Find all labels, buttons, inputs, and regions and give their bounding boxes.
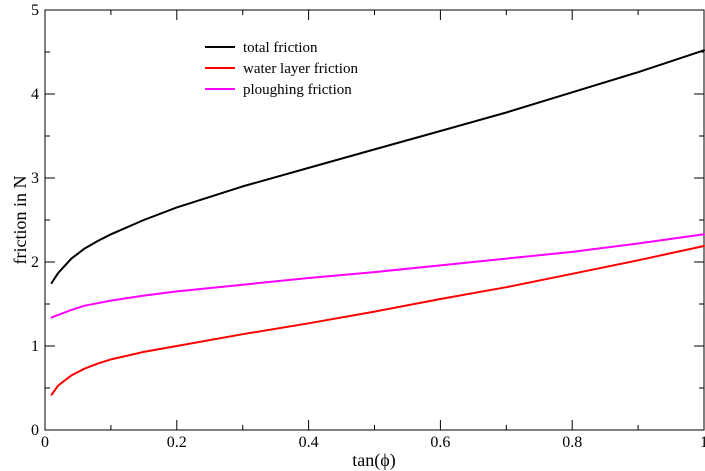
series-group	[50, 49, 705, 396]
legend-label: ploughing friction	[243, 82, 352, 98]
legend: total friction water layer friction plough…	[205, 40, 358, 98]
y-tick-label: 3	[31, 170, 39, 187]
y-tick-label: 1	[31, 338, 39, 355]
x-tick-label: 0.8	[562, 434, 582, 451]
x-axis-label: tan(ϕ)	[352, 450, 395, 471]
legend-label: water layer friction	[243, 61, 358, 77]
series-line	[50, 49, 705, 284]
y-axis-label: friction in N	[10, 176, 30, 265]
x-tick-label: 0.6	[430, 434, 450, 451]
x-tick-label: 0	[41, 434, 49, 451]
x-tick-label: 0.2	[167, 434, 187, 451]
series-line	[50, 233, 705, 319]
y-tick-label: 4	[31, 86, 39, 103]
x-tick-label: 0.4	[299, 434, 319, 451]
x-tick-label: 1	[700, 434, 705, 451]
series-line	[50, 245, 705, 396]
y-tick-label: 2	[31, 254, 39, 271]
y-tick-label: 5	[31, 2, 39, 19]
y-tick-label: 0	[31, 422, 39, 439]
legend-label: total friction	[243, 40, 318, 56]
tick-group: 0 0.2 0.4 0.6 0.8 1 0 1 2 3 4 5	[31, 2, 705, 451]
